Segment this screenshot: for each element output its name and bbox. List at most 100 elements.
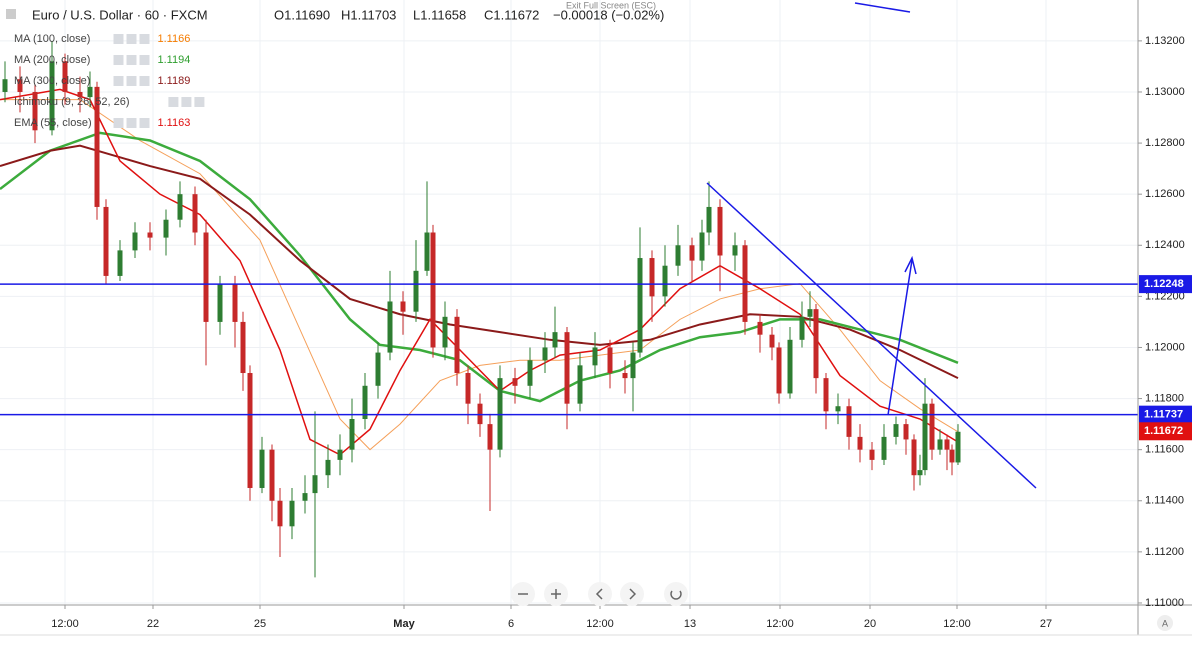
candle-body xyxy=(929,403,935,450)
candle-body xyxy=(592,347,598,366)
candle-body xyxy=(77,91,83,98)
indicator-button[interactable] xyxy=(139,34,150,44)
trend-line[interactable] xyxy=(706,182,1037,489)
candle-body xyxy=(893,424,899,437)
grid xyxy=(0,0,1138,605)
candle-body xyxy=(787,339,793,394)
candle-body xyxy=(325,459,331,476)
scroll-right[interactable] xyxy=(620,582,644,606)
candle-body xyxy=(944,439,950,450)
candle-body xyxy=(630,352,636,379)
candle-body xyxy=(103,206,109,276)
nav-buttons xyxy=(511,582,688,606)
candle-body xyxy=(312,475,318,494)
candle-body xyxy=(277,500,283,527)
price-label: 1.12248 xyxy=(1144,278,1184,290)
candle-body xyxy=(62,61,68,92)
indicator-button[interactable] xyxy=(126,118,137,128)
y-tick-label: 1.11000 xyxy=(1145,597,1184,609)
y-tick-label: 1.11400 xyxy=(1145,495,1184,507)
candle-body xyxy=(835,406,841,412)
candle-body xyxy=(17,79,23,92)
y-tick-label: 1.12800 xyxy=(1145,137,1185,149)
candle-body xyxy=(649,258,655,297)
indicator-button[interactable] xyxy=(113,76,124,86)
legend: MA (100, close) 1.1166 MA (200, close) 1.11… xyxy=(14,33,205,129)
trend-line[interactable] xyxy=(854,2,911,13)
ohlc-change: −0.00018 (−0.02%) xyxy=(553,7,664,22)
indicator-value: 1.1163 xyxy=(158,117,191,129)
candle-body xyxy=(240,321,246,374)
reset[interactable] xyxy=(664,582,688,606)
indicator-value: 1.1189 xyxy=(158,75,191,87)
candle-body xyxy=(442,316,448,348)
arrow[interactable] xyxy=(887,259,913,416)
y-tick-label: 1.13000 xyxy=(1145,86,1185,98)
candle-body xyxy=(699,232,705,261)
indicator-button[interactable] xyxy=(181,97,192,107)
indicator-value: 1.1194 xyxy=(158,54,191,66)
candle-body xyxy=(289,500,295,527)
price-label-bg xyxy=(1139,275,1192,294)
ohlc-close: C1.11672 xyxy=(484,7,539,22)
axes: 1.13200 1.13000 1.12800 1.12600 1.12400 1.122… xyxy=(51,35,1192,630)
candle-body xyxy=(869,449,875,460)
candle-body xyxy=(349,419,355,450)
indicator-button[interactable] xyxy=(126,55,137,65)
indicator-value: 1.1166 xyxy=(158,33,191,45)
candle-body xyxy=(337,449,343,460)
candle-body xyxy=(937,439,943,450)
candle-body xyxy=(424,232,430,271)
candle-body xyxy=(387,301,393,353)
candle-body xyxy=(413,270,419,312)
y-tick-label: 1.11800 xyxy=(1145,392,1184,404)
indicator-button[interactable] xyxy=(113,55,124,65)
indicator-name[interactable]: MA (100, close) xyxy=(14,33,90,45)
y-tick-label: 1.12200 xyxy=(1145,290,1185,302)
candle-body xyxy=(846,406,852,437)
ohlc-high: H1.11703 xyxy=(341,7,396,22)
candle-body xyxy=(857,436,863,450)
candle-body xyxy=(2,79,8,92)
indicator-name[interactable]: EMA (55, close) xyxy=(14,117,92,129)
candle-body xyxy=(675,245,681,266)
indicator-button[interactable] xyxy=(168,97,179,107)
candle-body xyxy=(881,436,887,460)
indicator-name[interactable]: MA (200, close) xyxy=(14,54,90,66)
auto-scale-button[interactable] xyxy=(1157,615,1173,631)
candle-body xyxy=(769,334,775,348)
scroll-left[interactable] xyxy=(588,582,612,606)
y-tick-label: 1.12400 xyxy=(1145,239,1185,251)
indicator-name[interactable]: MA (300, close) xyxy=(14,75,90,87)
x-tick-label: 20 xyxy=(864,618,876,630)
indicator-button[interactable] xyxy=(126,76,137,86)
indicator-button[interactable] xyxy=(194,97,205,107)
candle-body xyxy=(132,232,138,251)
indicator-button[interactable] xyxy=(139,76,150,86)
candle-body xyxy=(807,309,813,317)
candle-body xyxy=(192,194,198,233)
indicator-button[interactable] xyxy=(126,34,137,44)
indicator-button[interactable] xyxy=(113,118,124,128)
y-tick-label: 1.11200 xyxy=(1145,546,1184,558)
indicator-button[interactable] xyxy=(139,55,150,65)
collapse-icon[interactable] xyxy=(6,9,16,19)
y-tick-label: 1.12600 xyxy=(1145,188,1185,200)
price-label: 1.11672 xyxy=(1144,425,1183,437)
y-tick-label: 1.13200 xyxy=(1145,35,1185,47)
x-tick-label: 22 xyxy=(147,618,159,630)
candle-body xyxy=(813,309,819,379)
moving-average-line xyxy=(0,88,959,456)
candle-body xyxy=(232,283,238,322)
candle-body xyxy=(662,265,668,297)
auto-scale-label[interactable]: A xyxy=(1162,618,1168,628)
x-tick-label: 12:00 xyxy=(943,618,971,630)
x-tick-label: 13 xyxy=(684,618,696,630)
arrow-head xyxy=(904,255,917,275)
indicator-button[interactable] xyxy=(139,118,150,128)
candle-body xyxy=(689,245,695,261)
candle-body xyxy=(637,258,643,353)
indicator-button[interactable] xyxy=(113,34,124,44)
fullscreen-notice[interactable]: Exit Full Screen (ESC) xyxy=(566,0,656,10)
indicator-name[interactable]: Ichimoku (9, 26, 52, 26) xyxy=(14,96,130,108)
